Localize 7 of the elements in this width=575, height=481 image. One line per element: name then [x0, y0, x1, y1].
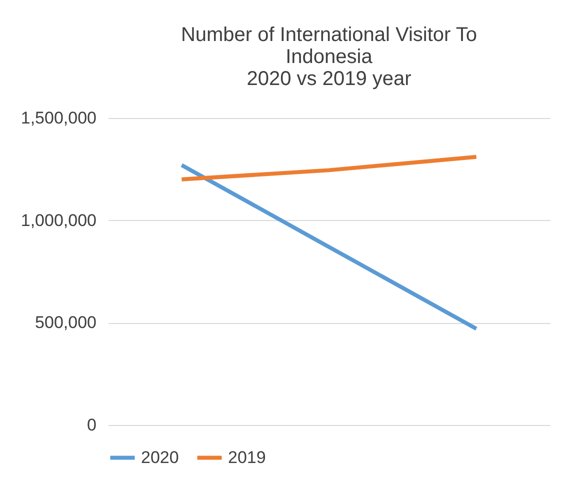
legend-label: 2019 [228, 448, 266, 467]
y-tick-label: 0 [87, 416, 96, 434]
y-tick-label: 1,000,000 [20, 210, 96, 230]
legend-label: 2020 [141, 448, 179, 467]
chart-title: Number of International Visitor To Indonesia 2020 vs 2019 year [180, 24, 478, 90]
y-tick-label: 1,500,000 [20, 108, 96, 128]
y-tick-label: 500,000 [35, 313, 96, 332]
